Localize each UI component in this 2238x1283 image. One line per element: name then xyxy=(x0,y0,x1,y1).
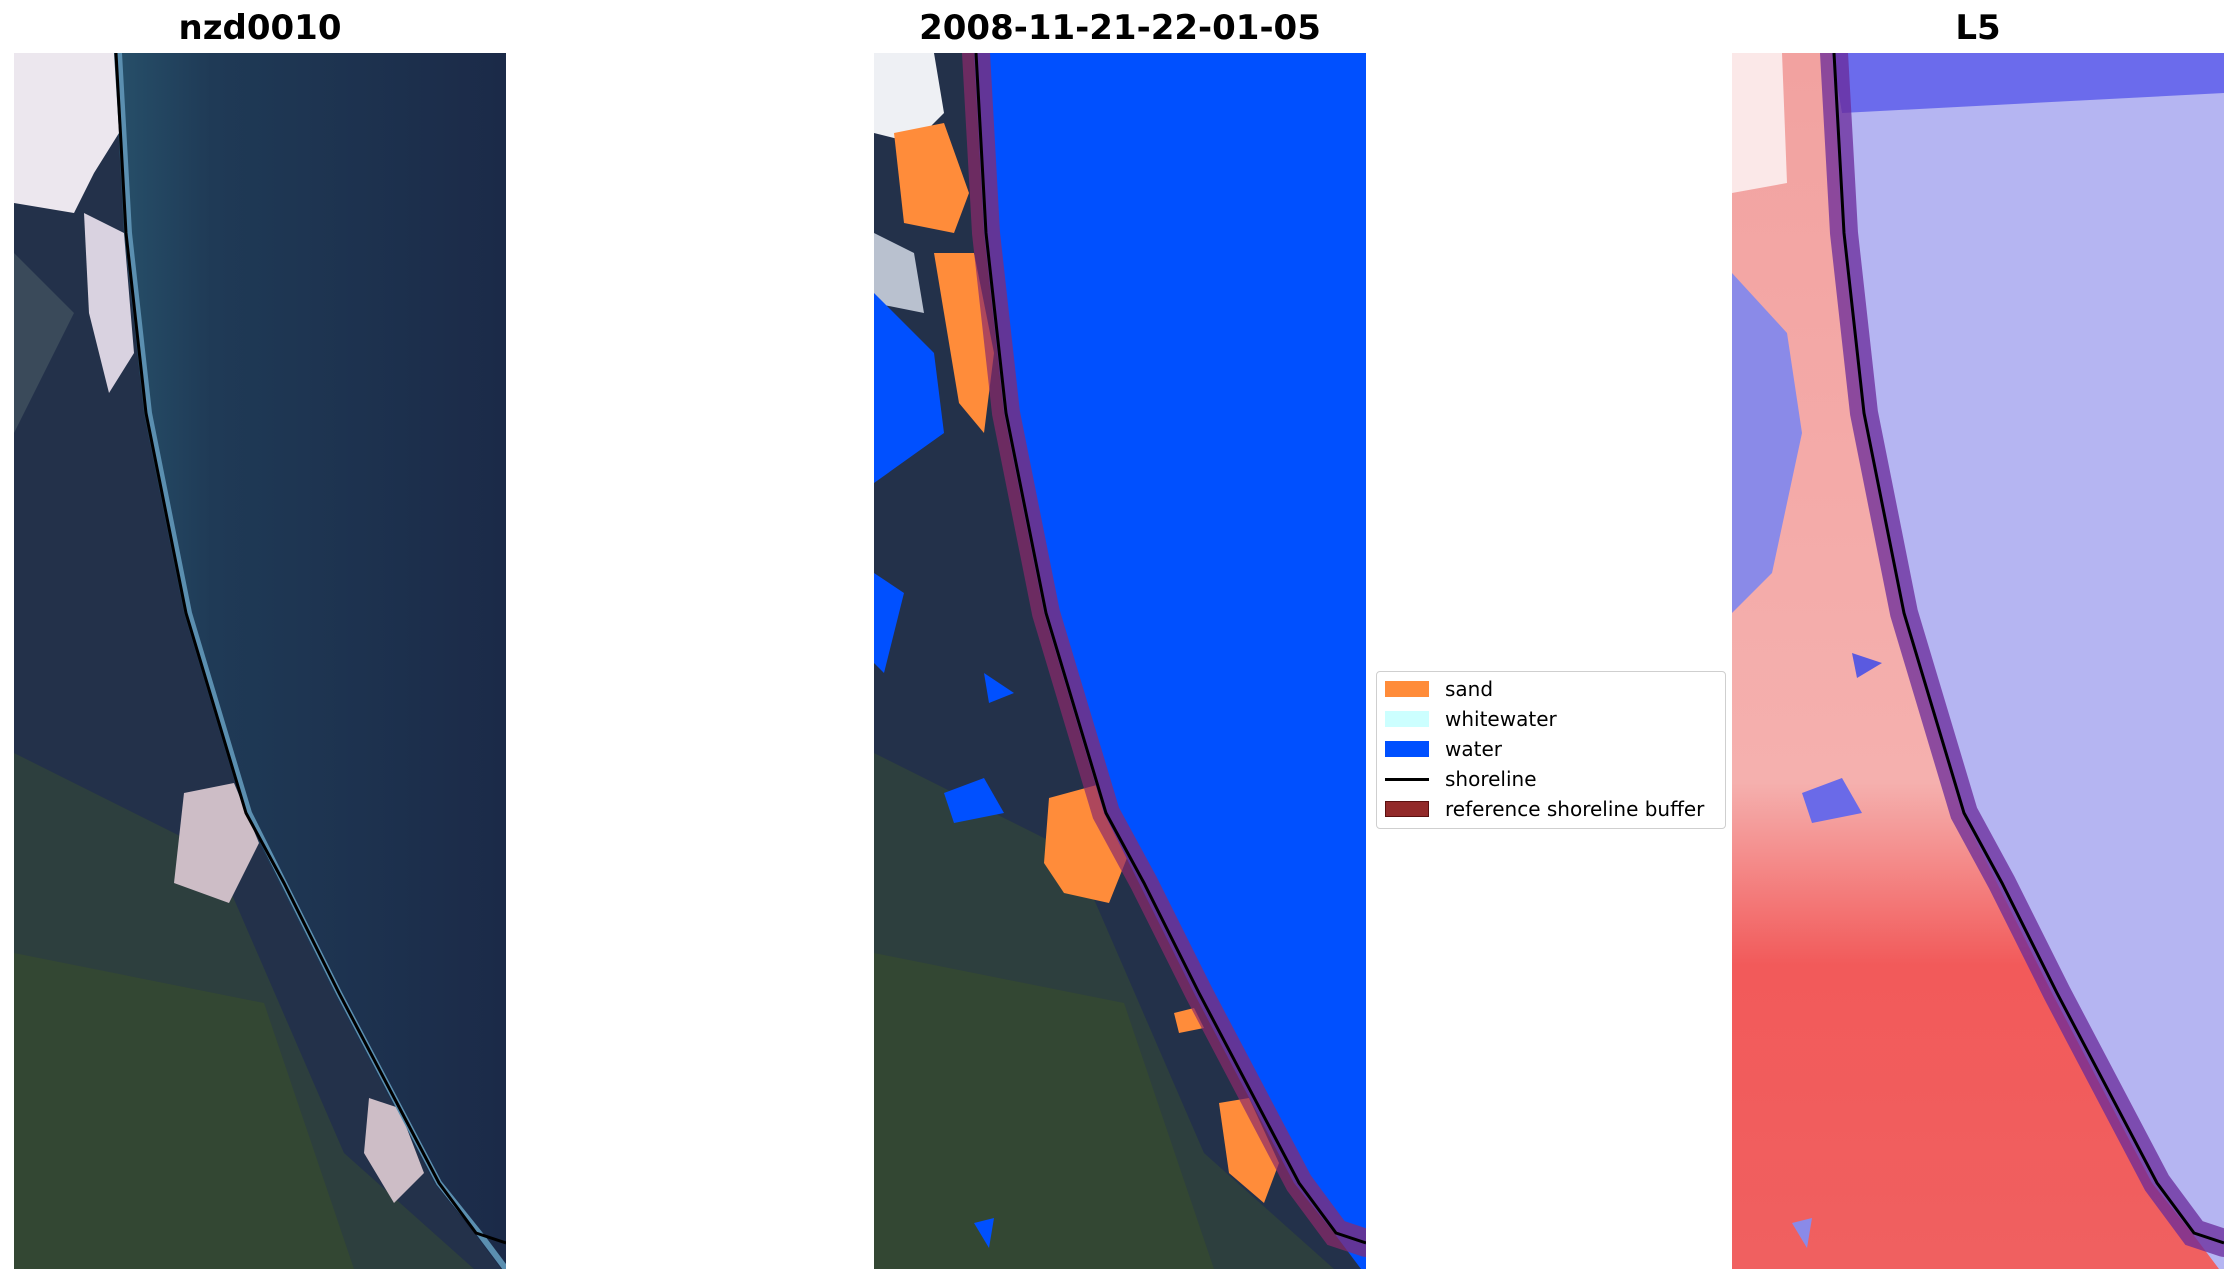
classified-image xyxy=(874,53,1366,1269)
rgb-satellite-image xyxy=(14,53,506,1269)
buffer-swatch xyxy=(1385,801,1429,817)
water-swatch xyxy=(1385,741,1429,757)
legend-item-whitewater: whitewater xyxy=(1385,704,1721,734)
panel-title-rgb: nzd0010 xyxy=(178,8,342,48)
legend-label: shoreline xyxy=(1445,767,1537,791)
index-image xyxy=(1732,53,2224,1269)
panel-title-index: L5 xyxy=(1955,8,2001,48)
shoreline-line-key xyxy=(1385,778,1429,781)
legend-label: reference shoreline buffer xyxy=(1445,797,1705,821)
legend-label: sand xyxy=(1445,677,1494,701)
legend-label: water xyxy=(1445,737,1502,761)
legend-item-buffer: reference shoreline buffer xyxy=(1385,794,1721,824)
legend-label: whitewater xyxy=(1445,707,1557,731)
legend: sand whitewater water shoreline referenc… xyxy=(1376,671,1726,829)
panel-title-classified: 2008-11-21-22-01-05 xyxy=(919,8,1321,48)
legend-item-sand: sand xyxy=(1385,674,1721,704)
legend-item-water: water xyxy=(1385,734,1721,764)
whitewater-swatch xyxy=(1385,711,1429,727)
sand-swatch xyxy=(1385,681,1429,697)
legend-item-shoreline: shoreline xyxy=(1385,764,1721,794)
